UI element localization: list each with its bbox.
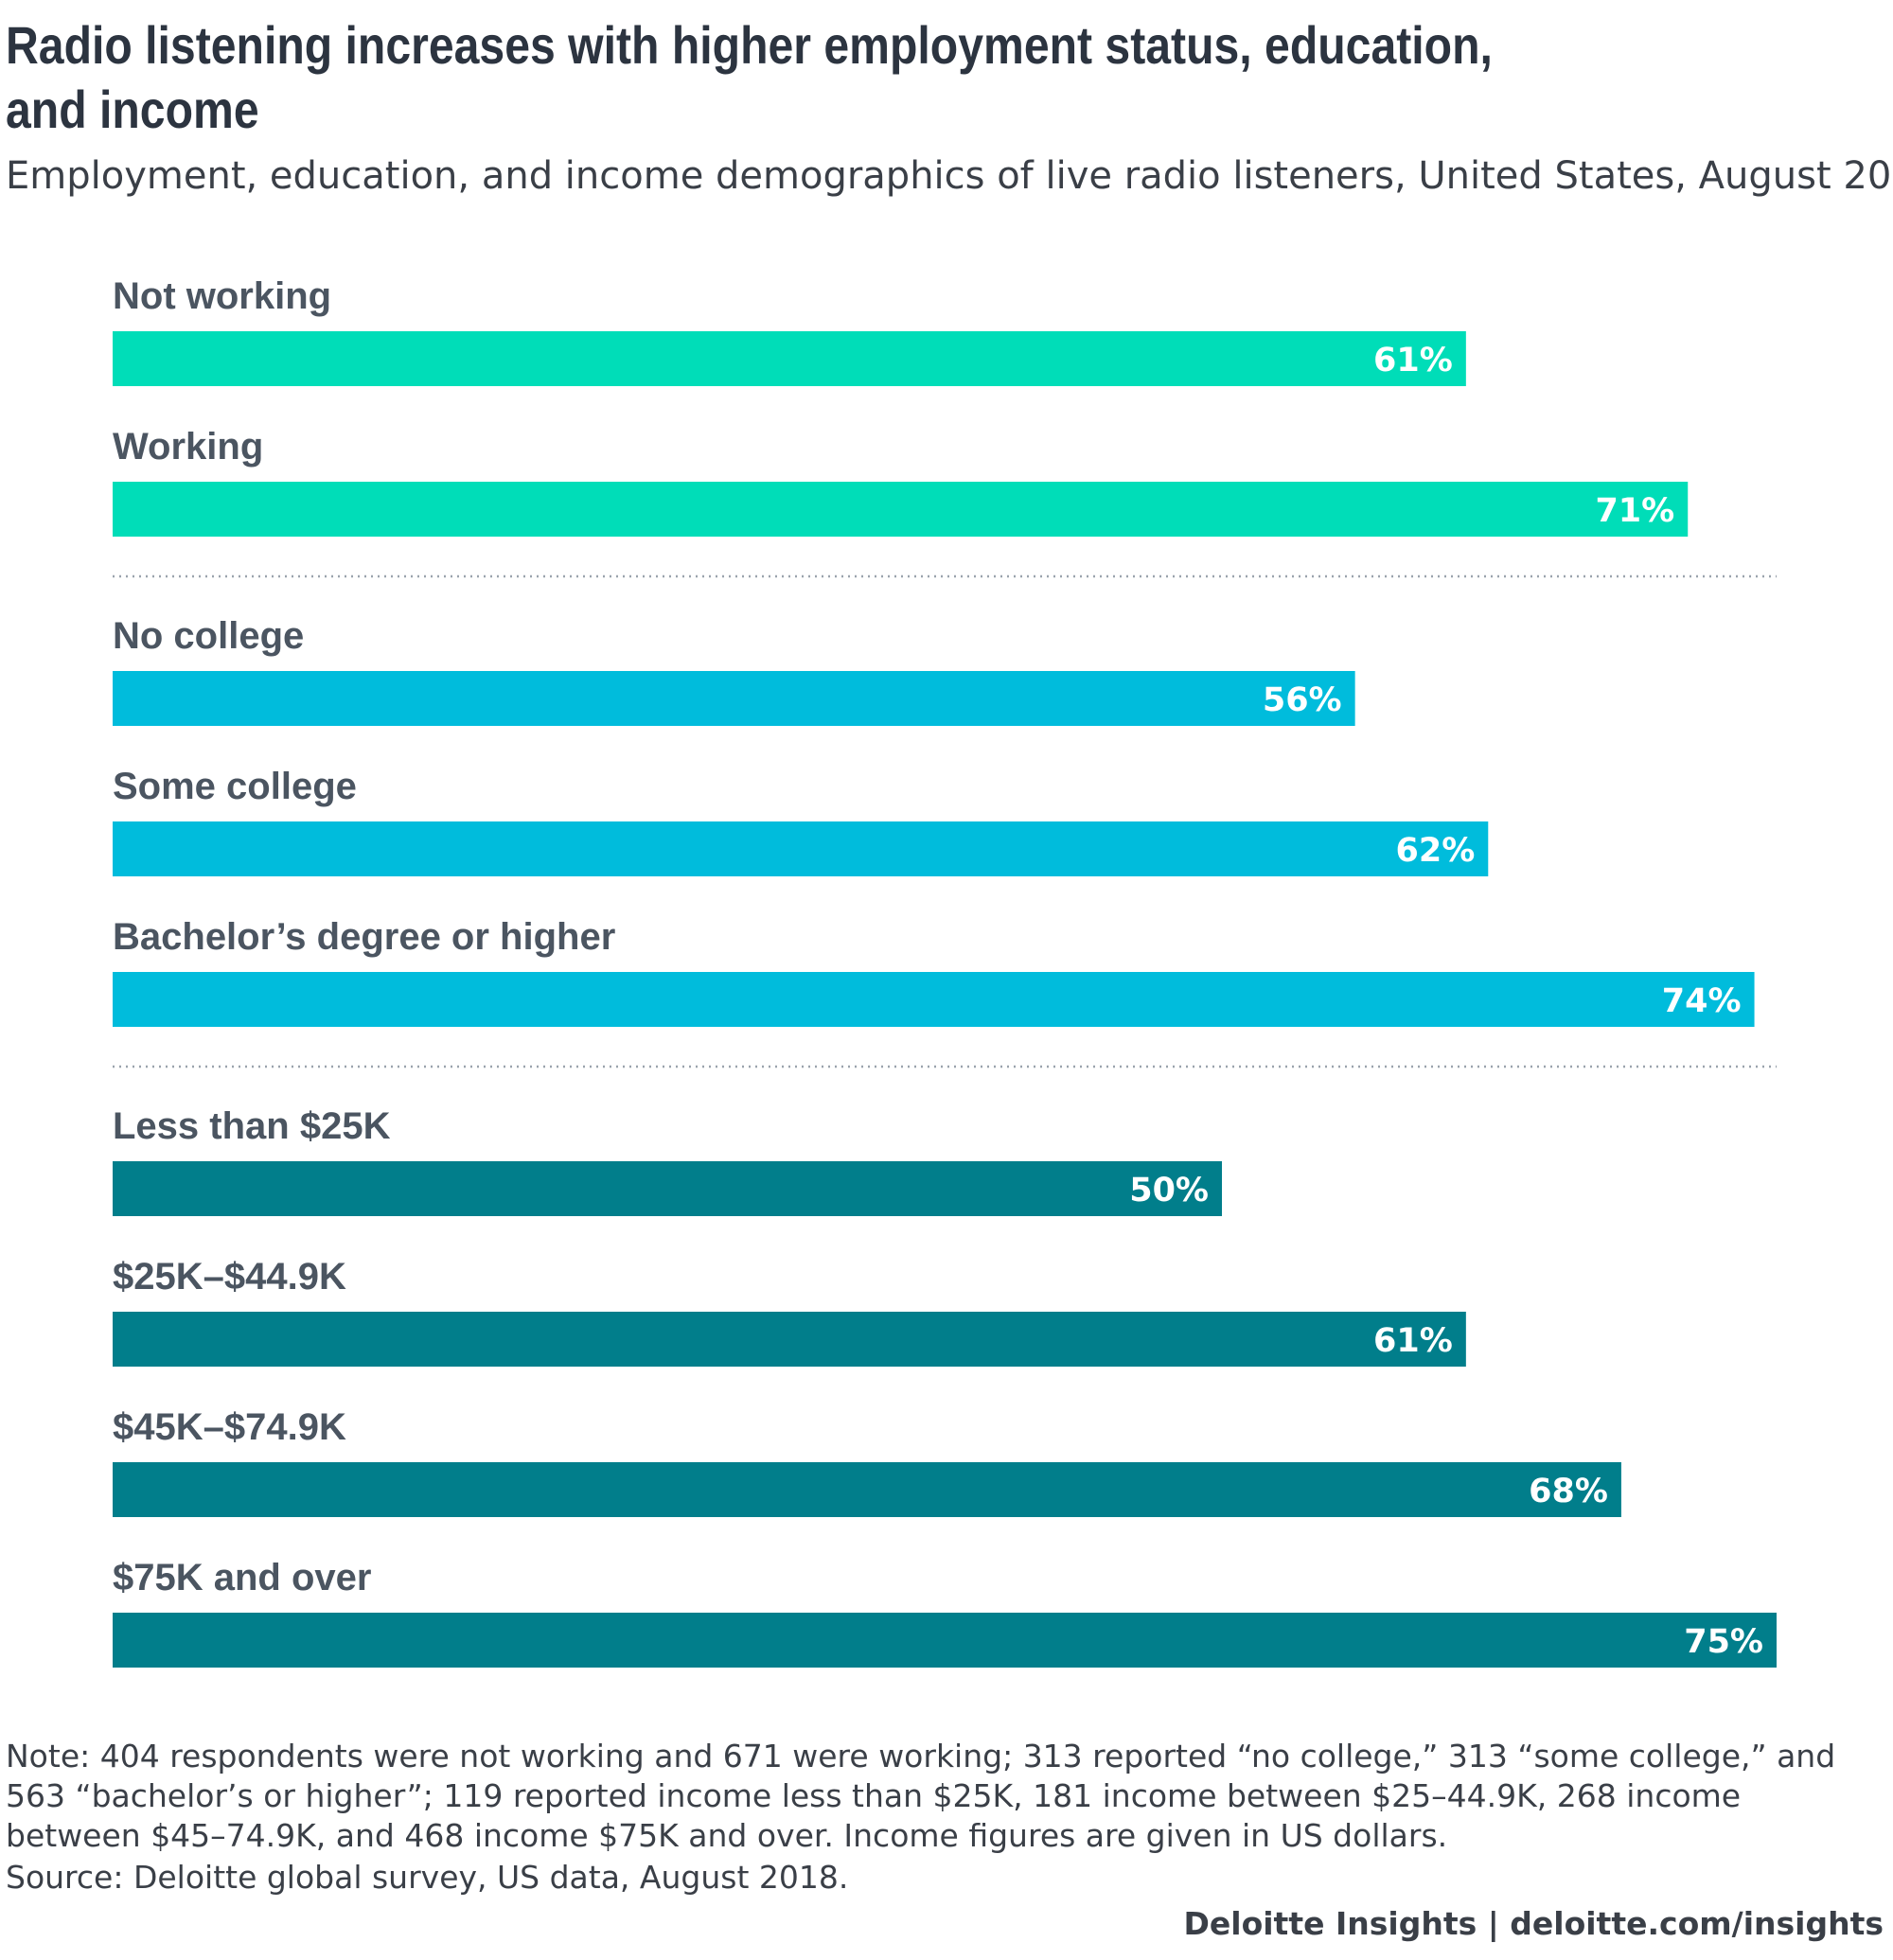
category-label: Less than $25K <box>113 1105 391 1147</box>
bar <box>113 972 1755 1027</box>
bar-value-label: 61% <box>1373 342 1453 380</box>
bar-value-label: 50% <box>1129 1172 1209 1210</box>
category-label: $25K–$44.9K <box>113 1256 346 1298</box>
chart-title: Radio listening increases with higher em… <box>6 15 1493 139</box>
chart-note: Note: 404 respondents were not working a… <box>6 1738 1836 1854</box>
category-label: Not working <box>113 275 331 317</box>
bar <box>113 1312 1466 1367</box>
bar-chart: Not working 61% Working 71% No college 56% Som… <box>113 275 1777 1668</box>
bar-value-label: 56% <box>1263 681 1342 719</box>
bar-value-label: 61% <box>1373 1322 1453 1360</box>
category-label: No college <box>113 615 304 657</box>
footer-credit: Deloitte Insights | deloitte.com/insight… <box>1183 1905 1884 1942</box>
bar <box>113 331 1466 386</box>
bar-value-label: 62% <box>1395 832 1475 870</box>
bar-value-label: 74% <box>1662 982 1742 1020</box>
category-label: $45K–$74.9K <box>113 1406 346 1448</box>
bar <box>113 671 1355 726</box>
bar <box>113 1613 1777 1668</box>
category-label: $75K and over <box>113 1557 371 1598</box>
bar <box>113 1161 1222 1216</box>
bar <box>113 1462 1621 1517</box>
category-label: Working <box>113 426 263 468</box>
chart-source: Source: Deloitte global survey, US data,… <box>6 1859 849 1896</box>
bar-value-label: 71% <box>1595 492 1674 530</box>
bar <box>113 821 1489 876</box>
category-label: Some college <box>113 766 357 807</box>
chart-subtitle: Employment, education, and income demogr… <box>6 154 1893 198</box>
bar-value-label: 68% <box>1529 1473 1608 1510</box>
bar <box>113 482 1689 537</box>
bar-value-label: 75% <box>1684 1623 1763 1661</box>
category-label: Bachelor’s degree or higher <box>113 916 615 958</box>
